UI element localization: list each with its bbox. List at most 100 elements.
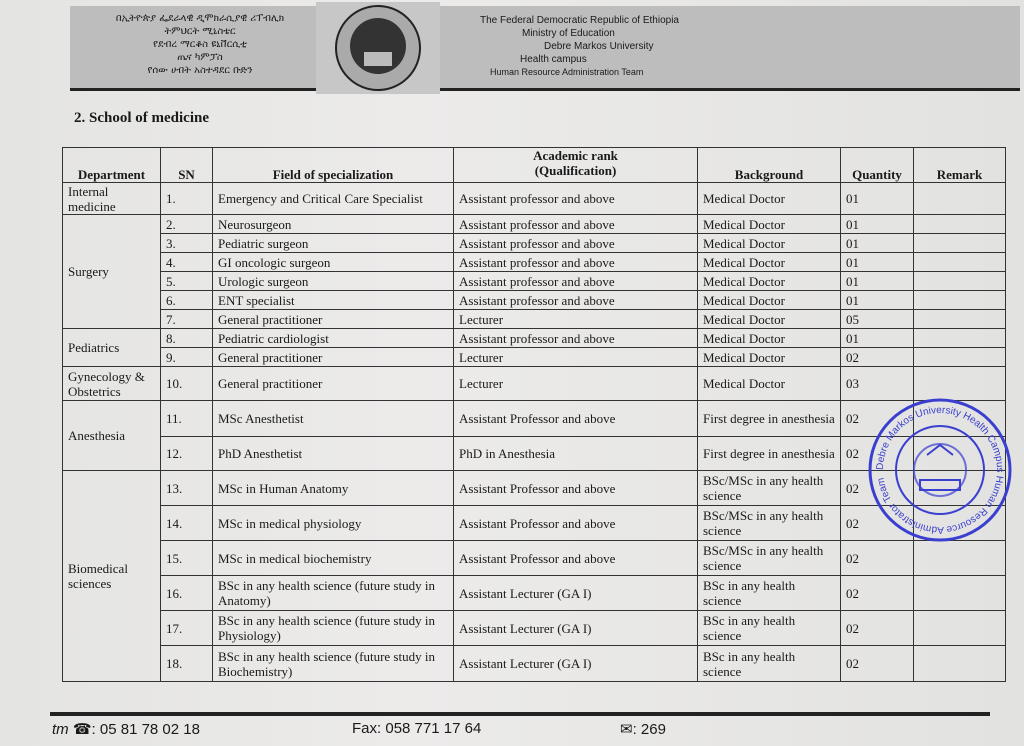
department-cell: Biomedical sciences	[62, 470, 161, 682]
rank-cell: Assistant professor and above	[453, 271, 698, 291]
quantity-cell: 01	[840, 182, 914, 215]
rank-cell: Assistant professor and above	[453, 290, 698, 310]
english-line: Health campus	[520, 54, 587, 65]
field-cell: MSc in Human Anatomy	[212, 470, 454, 506]
field-cell: MSc in medical physiology	[212, 505, 454, 541]
remark-cell	[913, 233, 1006, 253]
rank-cell: Assistant Lecturer (GA I)	[453, 575, 698, 611]
department-cell: Gynecology & Obstetrics	[62, 366, 161, 401]
sn-cell: 7.	[160, 309, 213, 329]
sn-cell: 14.	[160, 505, 213, 541]
rank-subtitle: (Qualification)	[534, 163, 617, 178]
footer-phone: tm ☎: 05 81 78 02 18	[52, 720, 200, 738]
field-cell: Pediatric surgeon	[212, 233, 454, 253]
phone-label: :	[91, 721, 96, 738]
phone-number: 05 81 78 02 18	[99, 721, 200, 738]
background-cell: First degree in anesthesia	[697, 436, 841, 471]
table-row: 14. MSc in medical physiology Assistant Pr…	[63, 505, 1006, 541]
tm-mark: tm	[52, 721, 69, 738]
rank-cell: Assistant professor and above	[453, 214, 698, 234]
sn-cell: 17.	[160, 610, 213, 646]
sn-cell: 1.	[160, 182, 213, 215]
quantity-cell: 01	[840, 271, 914, 291]
english-line: Debre Markos University	[544, 41, 654, 52]
department-cell: Surgery	[62, 214, 161, 329]
footer-pobox: ✉: 269	[620, 720, 666, 738]
field-cell: GI oncologic surgeon	[212, 252, 454, 272]
letterhead	[70, 6, 1020, 91]
sn-cell: 4.	[160, 252, 213, 272]
amharic-header: በኢትዮጵያ ፌደራላዊ ዲሞክራሲያዊ ሪፐብሊክ ትምህርት ሚኒስቴር የ…	[90, 12, 310, 77]
sn-cell: 11.	[160, 400, 213, 437]
field-cell: Pediatric cardiologist	[212, 328, 454, 348]
field-cell: MSc in medical biochemistry	[212, 540, 454, 576]
sn-cell: 16.	[160, 575, 213, 611]
background-cell: Medical Doctor	[697, 366, 841, 401]
footer-rule	[50, 712, 990, 716]
department-cell: Anesthesia	[62, 400, 161, 471]
field-cell: Neurosurgeon	[212, 214, 454, 234]
quantity-cell: 01	[840, 328, 914, 348]
background-cell: BSc in any health science	[697, 645, 841, 682]
background-cell: BSc/MSc in any health science	[697, 505, 841, 541]
table-header: Department SN Field of specialization Ac…	[62, 147, 1006, 183]
remark-cell	[913, 214, 1006, 234]
mail-icon: ✉	[620, 721, 633, 738]
sn-cell: 12.	[160, 436, 213, 471]
remark-cell	[913, 540, 1006, 576]
table-row: Gynecology & Obstetrics 10. General practi…	[62, 366, 1006, 401]
table-row: Surgery 2. Neurosurgeon Assistant professor…	[62, 214, 1006, 329]
table-row: 6. ENT specialist Assistant professor and …	[63, 290, 1006, 310]
sn-cell: 9.	[160, 347, 213, 367]
quantity-cell: 02	[840, 610, 914, 646]
sn-cell: 10.	[160, 366, 213, 401]
quantity-cell: 02	[840, 575, 914, 611]
sn-cell: 8.	[160, 328, 213, 348]
amharic-line: የደብረ ማርቆስ ዩኒቨርሲቲ	[153, 39, 247, 50]
background-cell: Medical Doctor	[697, 214, 841, 234]
sn-cell: 13.	[160, 470, 213, 506]
table-row: 17. BSc in any health science (future stu…	[63, 610, 1006, 646]
header-background: Background	[697, 147, 841, 183]
background-cell: BSc/MSc in any health science	[697, 540, 841, 576]
rank-title: Academic rank	[533, 148, 618, 163]
rank-cell: PhD in Anesthesia	[453, 436, 698, 471]
quantity-cell: 03	[840, 366, 914, 401]
quantity-cell: 02	[840, 645, 914, 682]
background-cell: First degree in anesthesia	[697, 400, 841, 437]
table-row: Internal medicine 1. Emergency and Critica…	[62, 182, 1006, 215]
pobox-number: 269	[640, 721, 666, 738]
table-row: Anesthesia 11. MSc Anesthetist Assistant Pr…	[62, 400, 1006, 471]
field-cell: Urologic surgeon	[212, 271, 454, 291]
quantity-cell: 05	[840, 309, 914, 329]
table-row: 16. BSc in any health science (future stu…	[63, 575, 1006, 611]
field-cell: MSc Anesthetist	[212, 400, 454, 437]
phone-icon: ☎	[72, 721, 92, 738]
amharic-line: ጤና ካምፓስ	[177, 52, 223, 63]
table-row: 18. BSc in any health science (future stu…	[63, 645, 1006, 682]
field-cell: PhD Anesthetist	[212, 436, 454, 471]
rank-cell: Assistant Professor and above	[453, 400, 698, 437]
department-cell: Internal medicine	[62, 182, 161, 215]
rank-cell: Assistant professor and above	[453, 252, 698, 272]
rank-cell: Assistant professor and above	[453, 233, 698, 253]
rank-cell: Assistant Lecturer (GA I)	[453, 610, 698, 646]
header-quantity: Quantity	[840, 147, 914, 183]
quantity-cell: 02	[840, 400, 914, 437]
table-row: 9. General practitioner Lecturer Medical Do…	[63, 347, 1006, 367]
rank-cell: Lecturer	[453, 309, 698, 329]
table-row: 15. MSc in medical biochemistry Assistant …	[63, 540, 1006, 576]
quantity-cell: 01	[840, 290, 914, 310]
background-cell: Medical Doctor	[697, 182, 841, 215]
field-cell: General practitioner	[212, 309, 454, 329]
fax-label: Fax:	[352, 720, 382, 737]
header-rank: Academic rank (Qualification)	[453, 147, 698, 183]
remark-cell	[913, 309, 1006, 329]
footer-fax: Fax: 058 771 17 64	[352, 720, 481, 737]
background-cell: Medical Doctor	[697, 290, 841, 310]
official-stamp: Debre Markos University Health Campus Hu…	[868, 398, 1012, 542]
rank-cell: Assistant Professor and above	[453, 470, 698, 506]
rank-cell: Assistant Professor and above	[453, 505, 698, 541]
section-title: 2. School of medicine	[74, 110, 209, 126]
header-sn: SN	[160, 147, 213, 183]
